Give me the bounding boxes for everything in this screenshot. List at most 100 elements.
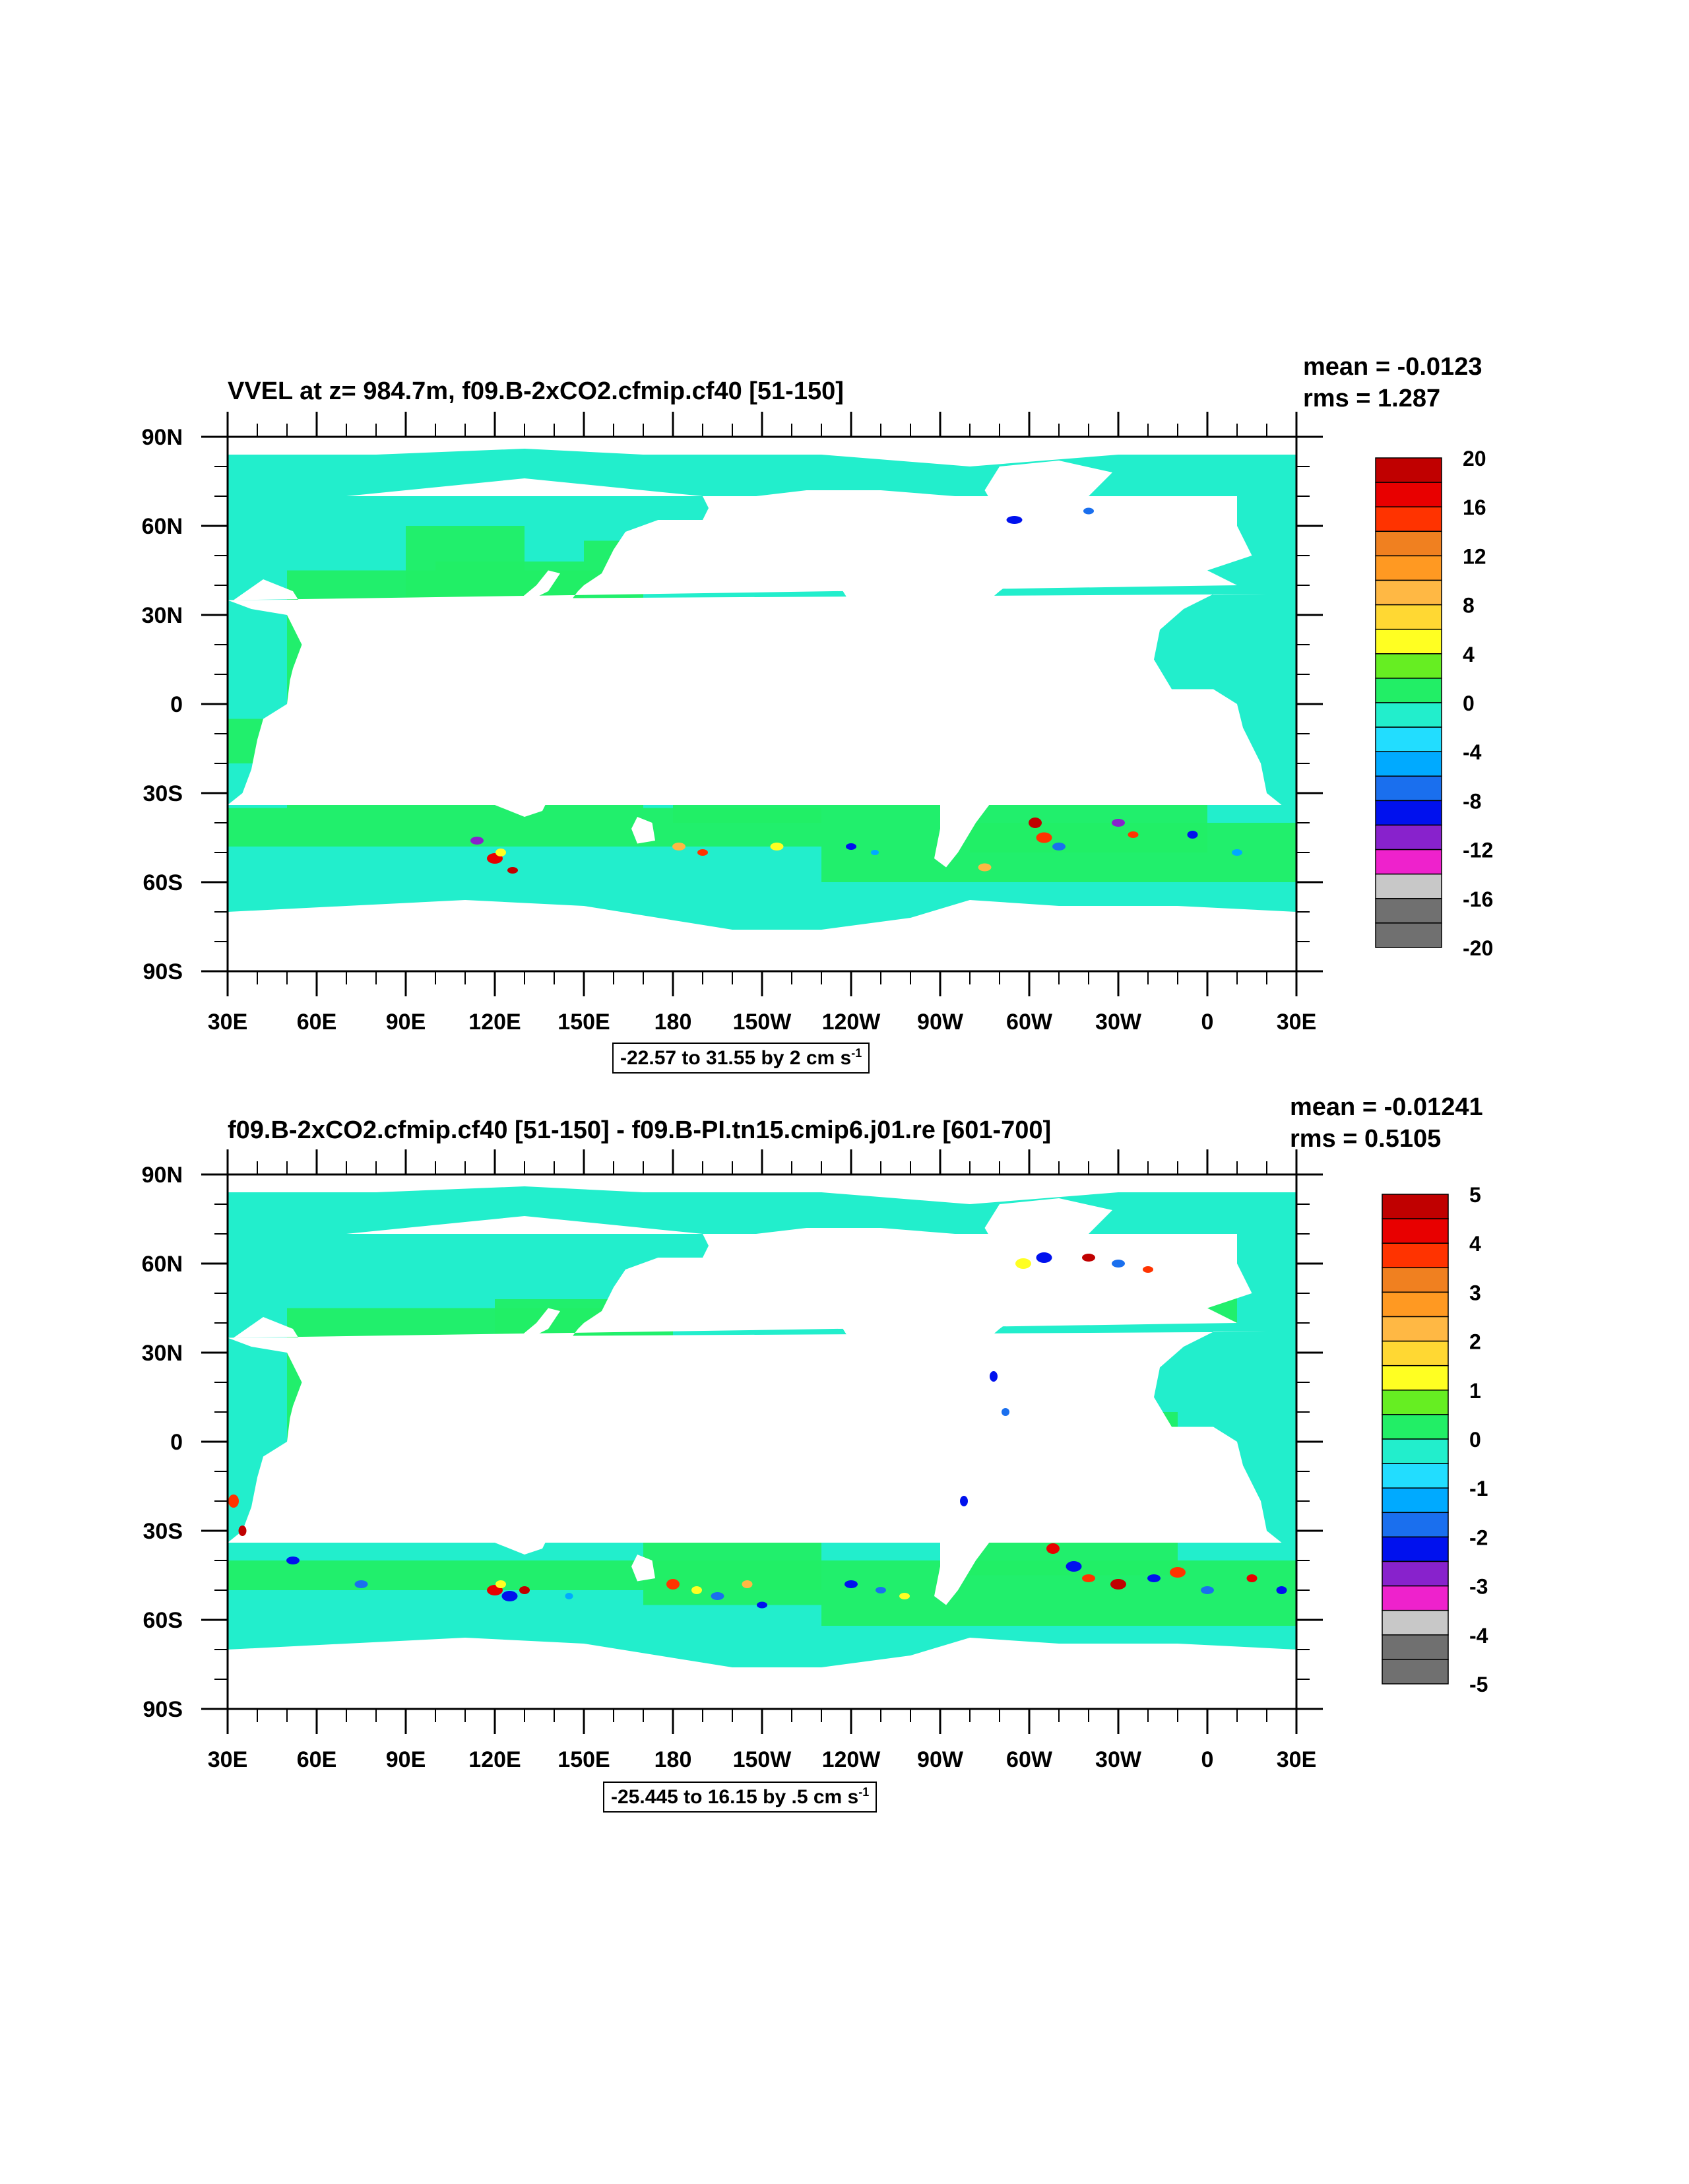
colorbar-label: 5 bbox=[1469, 1183, 1481, 1207]
colorbar-label: -3 bbox=[1469, 1575, 1488, 1599]
colorbar-box bbox=[1382, 1218, 1449, 1244]
land-australia bbox=[471, 740, 554, 817]
anomaly-spot bbox=[1110, 1579, 1126, 1590]
lat-label: 60N bbox=[142, 1252, 183, 1277]
land-masses bbox=[228, 1174, 1296, 1709]
anomaly-spot bbox=[1143, 1266, 1153, 1273]
lat-label: 30N bbox=[142, 603, 183, 628]
anomaly-spot bbox=[495, 849, 506, 856]
lon-label: 60W bbox=[1006, 1747, 1053, 1772]
anomaly-spot bbox=[238, 1526, 247, 1536]
anomaly-spot bbox=[1112, 819, 1125, 827]
lon-label: 90E bbox=[386, 1747, 426, 1772]
lon-label: 30E bbox=[208, 1010, 248, 1035]
colorbar-label: -8 bbox=[1463, 789, 1481, 813]
colorbar-box bbox=[1375, 775, 1442, 802]
anomaly-spot bbox=[501, 1591, 518, 1601]
anomaly-spot bbox=[507, 867, 518, 874]
anomaly-spot bbox=[1232, 849, 1242, 856]
colorbar-label: -4 bbox=[1463, 740, 1482, 764]
colorbar-label: -4 bbox=[1469, 1624, 1488, 1648]
lon-label: 120E bbox=[468, 1010, 521, 1035]
colorbar-box bbox=[1375, 506, 1442, 532]
colorbar-box bbox=[1382, 1585, 1449, 1611]
lon-label: 60E bbox=[297, 1010, 337, 1035]
lon-label: 150W bbox=[733, 1010, 792, 1035]
land-uk bbox=[1192, 1269, 1213, 1293]
anomaly-spot bbox=[1036, 1252, 1052, 1263]
anomaly-spot bbox=[1029, 818, 1042, 828]
anomaly-spot bbox=[354, 1580, 368, 1588]
land-arctic bbox=[228, 437, 1296, 466]
colorbar-box bbox=[1382, 1340, 1449, 1366]
colorbar-box bbox=[1375, 555, 1442, 581]
range-text: -25.445 to 16.15 by .5 cm s bbox=[611, 1786, 859, 1808]
lat-label: 60N bbox=[142, 514, 183, 539]
land-australia bbox=[471, 1477, 554, 1555]
land-new-zealand bbox=[631, 1555, 655, 1582]
lat-label: 90N bbox=[142, 1163, 183, 1188]
lat-label: 0 bbox=[170, 692, 183, 717]
lon-label: 90W bbox=[917, 1747, 964, 1772]
land-new-zealand bbox=[631, 817, 655, 844]
lon-label: 150E bbox=[558, 1010, 610, 1035]
lon-label: 30E bbox=[1277, 1010, 1317, 1035]
land-south-america bbox=[916, 1412, 1044, 1605]
colorbar-box bbox=[1375, 849, 1442, 875]
land-arctic bbox=[228, 1174, 1296, 1204]
colorbar-box bbox=[1375, 457, 1442, 483]
anomaly-spot bbox=[1066, 1561, 1082, 1572]
anomaly-spot bbox=[470, 837, 484, 845]
colorbar-box bbox=[1375, 751, 1442, 777]
colorbar-label: 16 bbox=[1463, 496, 1486, 519]
lon-label: 30W bbox=[1095, 1747, 1142, 1772]
anomaly-spot bbox=[1147, 1574, 1161, 1582]
map-plot: 90N 60N 30N 0 30S 60S 90S 30E 60E 90E 120E 150E 180 1… bbox=[142, 412, 1493, 1035]
colorbar: 20 16 12 8 4 0 -4 -8 -12 -16 -20 bbox=[1375, 447, 1493, 960]
rms-stat: rms = 0.5105 bbox=[1290, 1125, 1442, 1153]
land-japan bbox=[519, 570, 560, 603]
land-japan bbox=[519, 1308, 560, 1341]
anomaly-spot bbox=[1002, 1408, 1009, 1416]
land-antarctica bbox=[228, 900, 1296, 971]
anomaly-spot bbox=[1187, 831, 1198, 839]
anomaly-spot bbox=[757, 1601, 767, 1609]
anomaly-spot bbox=[899, 1593, 910, 1599]
lon-label: 90E bbox=[386, 1010, 426, 1035]
colorbar-box bbox=[1382, 1365, 1449, 1391]
colorbar-label: 12 bbox=[1463, 544, 1486, 568]
colorbar-label: 20 bbox=[1463, 447, 1486, 470]
range-unit-exponent: -1 bbox=[851, 1046, 862, 1060]
colorbar-box bbox=[1382, 1512, 1449, 1538]
colorbar-label: 2 bbox=[1469, 1330, 1481, 1354]
land-indonesia bbox=[441, 692, 525, 728]
panel-bottom: f09.B-2xCO2.cfmip.cf40 [51-150] - f09.B-… bbox=[0, 1089, 1689, 2184]
colorbar-box bbox=[1382, 1438, 1449, 1464]
colorbar-box bbox=[1382, 1536, 1449, 1562]
anomaly-spot bbox=[770, 843, 784, 851]
colorbar: 5 4 3 2 1 0 -1 -2 -3 -4 -5 bbox=[1382, 1183, 1488, 1696]
map-plot: 90N 60N 30N 0 30S 60S 90S 30E 60E 90E 120E 150E 180 1… bbox=[142, 1149, 1488, 1772]
colorbar-label: -1 bbox=[1469, 1477, 1488, 1500]
lat-label: 30N bbox=[142, 1341, 183, 1366]
colorbar-label: 1 bbox=[1469, 1379, 1481, 1403]
anomaly-spots bbox=[228, 1252, 1287, 1609]
lon-label: 180 bbox=[654, 1747, 692, 1772]
colorbar-box bbox=[1375, 702, 1442, 728]
anomaly-spot bbox=[519, 1586, 530, 1594]
anomaly-spot bbox=[1052, 843, 1066, 851]
land-north-america bbox=[732, 1228, 1035, 1412]
anomaly-spot bbox=[1082, 1574, 1095, 1582]
ocean-band bbox=[821, 1590, 1296, 1626]
lat-label: 0 bbox=[170, 1430, 183, 1455]
anomaly-spot bbox=[1006, 516, 1023, 524]
anomaly-spot bbox=[876, 1587, 886, 1593]
colorbar-box bbox=[1375, 873, 1442, 899]
land-indonesia bbox=[441, 1430, 525, 1465]
colorbar-box bbox=[1382, 1194, 1449, 1219]
anomaly-spot bbox=[1246, 1574, 1258, 1582]
lat-label: 90S bbox=[143, 1697, 183, 1722]
lon-label: 120W bbox=[822, 1747, 881, 1772]
colorbar-box bbox=[1375, 922, 1442, 948]
lon-label: 60W bbox=[1006, 1010, 1053, 1035]
